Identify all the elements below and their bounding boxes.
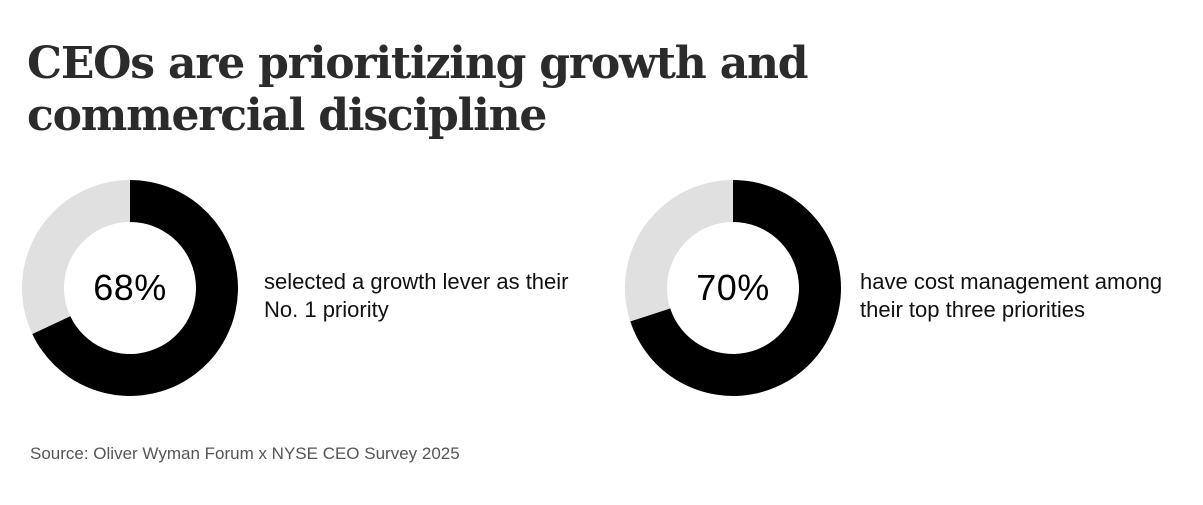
chart-title: CEOs are prioritizing growth and commerc…: [27, 38, 809, 141]
source-note: Source: Oliver Wyman Forum x NYSE CEO Su…: [30, 444, 460, 463]
donut-svg-1: [22, 180, 238, 396]
donut-slice-value-2: [630, 180, 841, 396]
donut-slice-remainder-1: [22, 180, 130, 334]
stat-description-2: have cost management among their top thr…: [860, 269, 1163, 322]
donut-svg-2: [625, 180, 841, 396]
donut-slice-remainder-2: [625, 180, 733, 322]
donut-chart-1: 68%: [22, 180, 238, 396]
stat-description-1: selected a growth lever as their No. 1 p…: [264, 269, 569, 322]
donut-value-label-1: 68%: [93, 267, 167, 308]
donut-chart-2: 70%: [625, 180, 841, 396]
donut-value-label-2: 70%: [696, 267, 770, 308]
donut-slice-value-1: [32, 180, 238, 396]
